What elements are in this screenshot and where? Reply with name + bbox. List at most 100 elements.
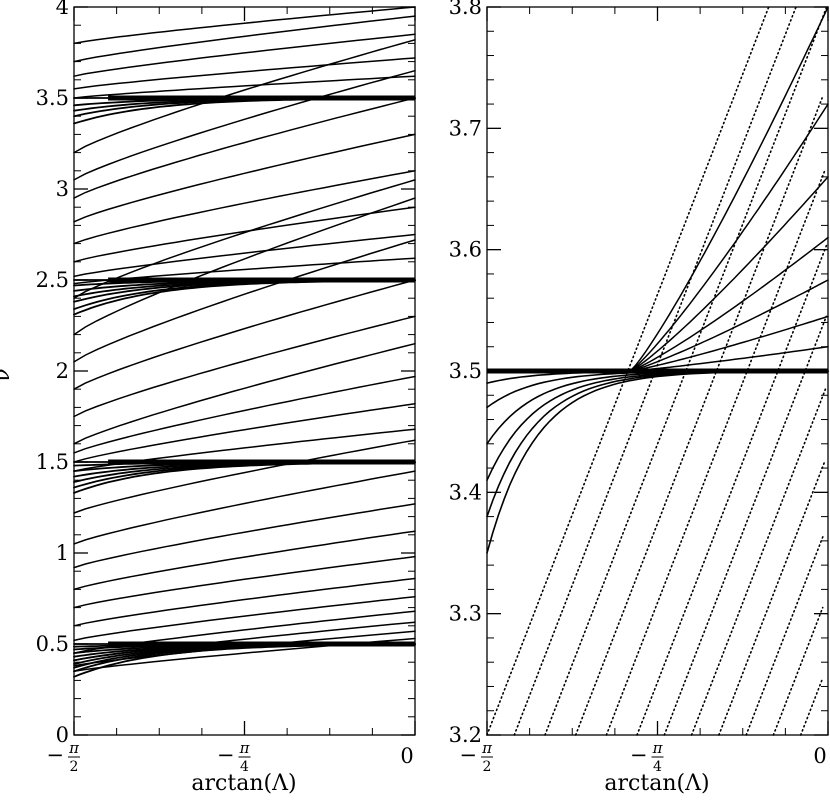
x-tick-minus: − — [46, 743, 64, 767]
y-tick-label: 3.3 — [449, 602, 482, 626]
steep-dotted-line-4 — [605, 170, 826, 736]
x-tick-label: − π 2 — [459, 739, 493, 775]
rising-line-28 — [73, 75, 416, 99]
rising-line-20 — [73, 257, 416, 285]
x-tick-numerator: π — [68, 739, 80, 757]
x-tick-denominator: 4 — [240, 759, 249, 775]
y-tick-label: 1.5 — [36, 450, 69, 474]
right-axis-ticks — [486, 6, 829, 736]
y-tick-label: 3.8 — [449, 0, 482, 19]
x-tick-label: − π 4 — [217, 739, 251, 775]
left-panel: 00.511.522.533.54 −π2−π40 ν arctan(Λ) — [0, 0, 416, 796]
left-x-tick-labels: − π2− π4 0 — [46, 739, 413, 775]
y-tick-label: 2.5 — [36, 268, 69, 292]
right-panel: 3.23.33.43.53.63.73.8 − π2− π4 0 arctan(Λ) — [449, 0, 829, 796]
fan-line-3 — [629, 236, 829, 372]
fan-line-5 — [629, 103, 829, 372]
x-tick-label: − π 2 — [46, 739, 80, 775]
rising-line-17 — [73, 239, 416, 363]
steep-dotted-line-10 — [772, 606, 824, 736]
steep-dotted-line-8 — [718, 461, 826, 736]
y-tick-label: 3.7 — [449, 116, 482, 140]
rising-line-16 — [73, 279, 416, 390]
y-tick-label: 0 — [56, 723, 69, 747]
y-tick-label: 3 — [56, 177, 69, 201]
right-series-lines — [486, 6, 829, 736]
rising-line-9 — [73, 470, 416, 545]
fan-line-6 — [629, 6, 829, 372]
plateau-curve-2 — [486, 370, 829, 445]
left-x-axis-label: arctan(Λ) — [191, 771, 296, 796]
y-tick-label: 3.5 — [36, 86, 69, 110]
x-tick-denominator: 2 — [70, 759, 79, 775]
y-tick-label: 3.6 — [449, 238, 482, 262]
rising-line-7 — [73, 530, 416, 591]
y-tick-label: 3.2 — [449, 723, 482, 747]
rising-line-2 — [73, 621, 416, 662]
rising-line-19 — [73, 179, 416, 299]
x-tick-numerator: π — [481, 739, 493, 757]
rising-line-32 — [73, 6, 416, 45]
right-x-tick-labels: − π2− π4 0 — [459, 739, 826, 775]
rising-line-3 — [73, 610, 416, 654]
left-series-lines — [73, 6, 416, 678]
plateau-band-2.5 — [108, 277, 415, 283]
x-tick-minus: − — [217, 743, 235, 767]
y-tick-label: 1 — [56, 541, 69, 565]
rising-line-15 — [73, 315, 416, 418]
x-tick-label: 0 — [400, 744, 413, 768]
x-tick-numerator: π — [652, 739, 664, 757]
rising-line-24 — [73, 133, 416, 223]
rising-line-25 — [73, 97, 416, 199]
right-x-axis-label: arctan(Λ) — [604, 771, 709, 796]
rising-line-23 — [73, 170, 416, 245]
rising-line-6 — [73, 555, 416, 609]
fan-line-2 — [629, 279, 829, 372]
left-y-tick-labels: 0 0.5 1 1.5 2 2.5 3 3.5 4 — [36, 0, 69, 747]
fan-line-4 — [629, 176, 829, 372]
rising-line-30 — [73, 33, 416, 77]
x-tick-denominator: 4 — [653, 759, 662, 775]
rising-line-13 — [73, 375, 416, 454]
fan-line-1 — [629, 315, 829, 372]
rising-line-18 — [73, 197, 416, 336]
rising-line-27 — [73, 39, 416, 154]
plateau-curve-5 — [486, 370, 829, 554]
rising-line-8 — [73, 503, 416, 569]
steep-dotted-line-11 — [799, 679, 823, 736]
plateau-band — [487, 368, 828, 374]
plateau-band-0.5 — [108, 641, 415, 647]
right-y-tick-labels: 3.2 3.3 3.4 3.5 3.6 3.7 3.8 — [449, 0, 482, 747]
rising-line-5 — [73, 577, 416, 627]
plateau-curve-3.5-1 — [73, 97, 416, 118]
steep-dotted-line-6 — [663, 315, 828, 736]
y-tick-label: 0.5 — [36, 632, 69, 656]
steep-dotted-line-1 — [513, 6, 797, 736]
rising-line-4 — [73, 595, 416, 642]
x-tick-minus: − — [630, 743, 648, 767]
x-tick-label: − π 4 — [630, 739, 664, 775]
rising-line-10 — [73, 439, 416, 514]
steep-dotted-line-2 — [544, 6, 828, 736]
steep-dotted-line-9 — [745, 533, 825, 736]
y-tick-label: 4 — [56, 0, 69, 19]
x-tick-minus: − — [459, 743, 477, 767]
steep-dotted-line-7 — [690, 388, 827, 736]
x-tick-denominator: 2 — [483, 759, 492, 775]
rising-line-12 — [73, 403, 416, 463]
left-y-axis-label: ν — [0, 368, 15, 381]
rising-line-11 — [73, 428, 416, 472]
rising-line-14 — [73, 342, 416, 445]
left-plot-frame — [73, 6, 416, 736]
rising-line-1 — [73, 630, 416, 667]
rising-line-26 — [73, 69, 416, 181]
rising-line-0 — [73, 637, 416, 673]
plateau-band-3.5 — [108, 95, 415, 101]
y-tick-label: 3.4 — [449, 480, 482, 504]
rising-line-21 — [73, 233, 416, 278]
steep-dotted-line-0 — [486, 6, 770, 736]
steep-dotted-line-3 — [574, 97, 823, 736]
x-tick-label: 0 — [813, 744, 826, 768]
left-axis-ticks — [73, 6, 416, 736]
